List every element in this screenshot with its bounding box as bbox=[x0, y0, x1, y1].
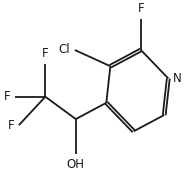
Text: F: F bbox=[42, 47, 49, 60]
Text: Cl: Cl bbox=[59, 43, 70, 56]
Text: F: F bbox=[4, 90, 10, 103]
Text: N: N bbox=[173, 72, 181, 85]
Text: F: F bbox=[138, 2, 144, 15]
Text: OH: OH bbox=[67, 158, 85, 171]
Text: F: F bbox=[8, 119, 15, 132]
